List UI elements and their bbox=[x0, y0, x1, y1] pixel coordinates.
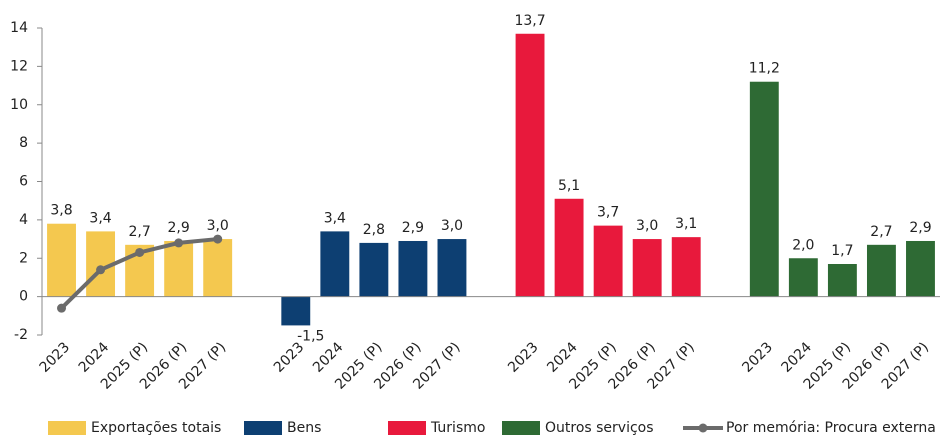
bar bbox=[593, 225, 623, 297]
x-tick-label: 2023 bbox=[37, 339, 74, 376]
bar bbox=[359, 242, 389, 297]
y-tick-label: 12 bbox=[10, 58, 28, 74]
bar bbox=[827, 264, 857, 297]
legend-label: Exportações totais bbox=[91, 420, 221, 436]
bar bbox=[47, 223, 76, 297]
data-label: 3,4 bbox=[324, 210, 346, 226]
data-label: 3,1 bbox=[675, 216, 697, 232]
legend-label: Turismo bbox=[430, 420, 485, 436]
legend-label: Bens bbox=[287, 420, 321, 436]
legend-swatch bbox=[244, 421, 282, 435]
legend-swatch bbox=[388, 421, 426, 435]
data-label: 3,4 bbox=[89, 210, 111, 226]
bar bbox=[788, 258, 818, 297]
y-tick-label: 0 bbox=[19, 289, 28, 305]
data-label: 2,9 bbox=[909, 220, 931, 236]
x-tick-label: 2023 bbox=[739, 339, 776, 376]
y-tick-label: 4 bbox=[19, 212, 28, 228]
legend-swatch bbox=[502, 421, 540, 435]
legend-label: Por memória: Procura externa bbox=[726, 420, 936, 436]
bar bbox=[671, 237, 701, 297]
data-label: -1,5 bbox=[297, 328, 324, 344]
line-marker bbox=[174, 238, 184, 248]
bar bbox=[515, 33, 545, 297]
y-tick-label: -2 bbox=[14, 327, 28, 343]
bar bbox=[632, 239, 662, 297]
line-marker bbox=[96, 265, 106, 275]
x-tick-label: 2024 bbox=[76, 339, 113, 376]
bar bbox=[203, 239, 233, 297]
data-label: 2,7 bbox=[128, 224, 150, 240]
y-tick-label: 14 bbox=[10, 20, 28, 36]
line-marker bbox=[213, 234, 223, 244]
data-label: 2,9 bbox=[168, 220, 190, 236]
bar bbox=[320, 231, 350, 297]
bar bbox=[906, 240, 935, 297]
data-label: 1,7 bbox=[831, 243, 853, 259]
line-marker bbox=[135, 247, 145, 257]
line-marker bbox=[57, 303, 67, 313]
x-tick-label: 2023 bbox=[505, 339, 542, 376]
bar bbox=[437, 239, 467, 297]
data-label: 11,2 bbox=[749, 61, 780, 77]
data-label: 2,8 bbox=[363, 222, 385, 238]
x-tick-label: 2023 bbox=[271, 339, 308, 376]
x-tick-label: 2024 bbox=[544, 339, 581, 376]
bar bbox=[866, 244, 896, 297]
data-label: 2,7 bbox=[870, 224, 892, 240]
data-label: 2,0 bbox=[792, 237, 814, 253]
y-tick-label: 2 bbox=[19, 250, 28, 266]
bar bbox=[554, 198, 584, 297]
y-tick-label: 6 bbox=[19, 174, 28, 190]
legend-label: Outros serviços bbox=[545, 420, 654, 436]
bar bbox=[281, 296, 311, 326]
y-tick-label: 8 bbox=[19, 135, 28, 151]
data-label: 3,0 bbox=[636, 218, 658, 234]
data-label: 13,7 bbox=[514, 13, 545, 29]
data-label: 3,0 bbox=[207, 218, 229, 234]
data-label: 3,7 bbox=[597, 205, 619, 221]
bar bbox=[749, 81, 779, 297]
legend-swatch bbox=[48, 421, 86, 435]
bar bbox=[398, 240, 428, 297]
x-tick-label: 2024 bbox=[778, 339, 815, 376]
legend-swatch bbox=[698, 423, 708, 433]
data-label: 5,1 bbox=[558, 178, 580, 194]
data-label: 2,9 bbox=[402, 220, 424, 236]
data-label: 3,8 bbox=[50, 203, 72, 219]
bar bbox=[164, 240, 194, 297]
x-tick-label: 2024 bbox=[310, 339, 347, 376]
y-tick-label: 10 bbox=[10, 97, 28, 113]
data-label: 3,0 bbox=[441, 218, 463, 234]
